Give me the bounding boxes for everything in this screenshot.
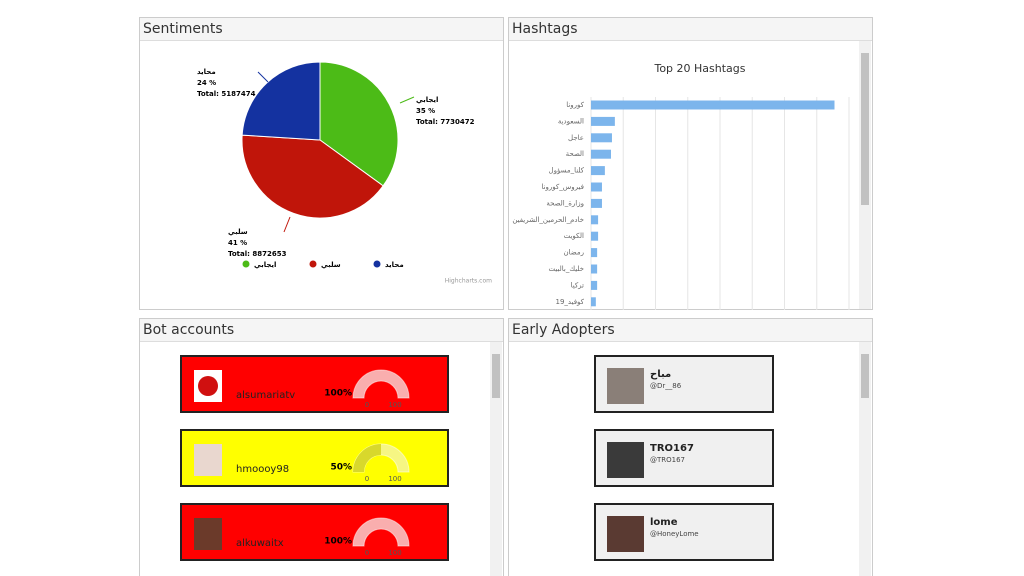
pie-slice: [241, 61, 321, 141]
adopter-handle: @Dr__86: [650, 382, 682, 390]
y-tick-label: عاجل: [568, 134, 584, 142]
y-tick-label: الكويت: [564, 232, 584, 240]
gauge-value: [353, 370, 409, 398]
gauge-min: 0: [365, 549, 369, 557]
slice-name: ايجابي: [416, 96, 438, 104]
y-tick-label: رمضان: [564, 249, 584, 257]
bar: [591, 280, 598, 290]
pie-slice: [241, 134, 384, 219]
bar: [591, 198, 602, 208]
y-tick-label: خليك_بالبيت: [549, 265, 584, 273]
adopter-handle: @TRO167: [650, 456, 685, 464]
pie-slice: [319, 61, 399, 187]
y-tick-label: خادم_الحرمين_الشريفين: [512, 216, 584, 224]
avatar: [607, 442, 644, 478]
bot-score-label: 100%: [324, 537, 352, 547]
legend-label: سلبي: [321, 261, 341, 269]
bar: [591, 248, 598, 258]
scrollbar[interactable]: [490, 342, 502, 576]
gauge-value: [353, 518, 409, 546]
bot-name: alkuwaitx: [236, 538, 284, 549]
slice-total: Total: 7730472: [416, 118, 475, 126]
slice-name: سلبي: [228, 228, 248, 236]
bar: [591, 264, 598, 274]
y-tick-label: تركيا: [571, 281, 584, 289]
scrollbar[interactable]: [859, 342, 871, 576]
bar: [591, 166, 605, 176]
bot-name: alsumariatv: [236, 390, 295, 401]
y-tick-label: الصحة: [566, 150, 584, 158]
legend-label: ايجابي: [254, 261, 276, 269]
panel-hashtags: Hashtags: [508, 17, 873, 310]
y-tick-label: السعودية: [558, 117, 584, 125]
bar: [591, 116, 615, 126]
adopter-name: TRO167: [650, 443, 694, 454]
scroll-thumb[interactable]: [861, 354, 869, 398]
label-connector: [283, 216, 291, 233]
y-tick-label: فيروس_كورونا: [541, 183, 584, 191]
legend-marker: [373, 260, 381, 268]
bot-card: alkuwaitx 100% 0 100: [180, 503, 449, 561]
gauge-track: [352, 369, 410, 399]
label-connector: [399, 96, 415, 104]
avatar: [194, 444, 222, 476]
gauge-max: 100: [388, 401, 401, 409]
gauge-min: 0: [365, 401, 369, 409]
legend-label: محايد: [385, 261, 404, 269]
slice-value-label: 41 %: [228, 239, 247, 247]
label-connector: [257, 71, 269, 83]
panel-title: Sentiments: [143, 21, 223, 37]
adopter-name: lome: [650, 517, 678, 528]
y-tick-label: كورونا: [566, 101, 584, 109]
slice-total: Total: 8872653: [228, 250, 287, 258]
bot-name: hmoooy98: [236, 464, 289, 475]
bot-score-label: 100%: [324, 389, 352, 399]
slice-value-label: 24 %: [197, 79, 216, 87]
bar: [591, 231, 599, 241]
y-tick-label: كوفيد_19: [555, 298, 584, 306]
panel-title: Early Adopters: [512, 322, 615, 338]
panel-title: Hashtags: [512, 21, 578, 37]
gauge-max: 100: [388, 549, 401, 557]
adopter-card: مباح @Dr__86: [594, 355, 774, 413]
gauge-value: [353, 444, 381, 472]
avatar: [194, 518, 222, 550]
gauge-min: 0: [365, 475, 369, 483]
bar: [591, 149, 611, 159]
avatar: [607, 368, 644, 404]
gauge-max: 100: [388, 475, 401, 483]
bar: [591, 215, 599, 225]
y-tick-label: كلنا_مسؤول: [549, 167, 585, 175]
legend-marker: [242, 260, 250, 268]
adopter-card: lome @HoneyLome: [594, 503, 774, 561]
bar: [591, 182, 602, 192]
bot-score-label: 50%: [330, 463, 352, 473]
slice-total: Total: 5187474: [197, 90, 256, 98]
scroll-thumb[interactable]: [861, 53, 869, 205]
bot-card: hmoooy98 50% 0 100: [180, 429, 449, 487]
credit: Highcharts.com: [445, 278, 492, 285]
panel-title: Bot accounts: [143, 322, 234, 338]
legend-marker: [309, 260, 317, 268]
bot-card: alsumariatv 100% 0 100: [180, 355, 449, 413]
adopter-name: مباح: [650, 369, 671, 380]
adopter-handle: @HoneyLome: [650, 530, 699, 538]
bar: [591, 133, 612, 143]
bar: [591, 297, 596, 307]
gauge-track: [352, 517, 410, 547]
adopter-card: TRO167 @TRO167: [594, 429, 774, 487]
slice-name: محايد: [197, 68, 216, 76]
chart-title: Top 20 Hashtags: [653, 62, 745, 75]
bar: [591, 100, 835, 110]
scroll-thumb[interactable]: [492, 354, 500, 398]
avatar: [607, 516, 644, 552]
slice-value-label: 35 %: [416, 107, 435, 115]
avatar-logo: [198, 376, 218, 396]
y-tick-label: وزارة_الصحة: [546, 199, 584, 207]
